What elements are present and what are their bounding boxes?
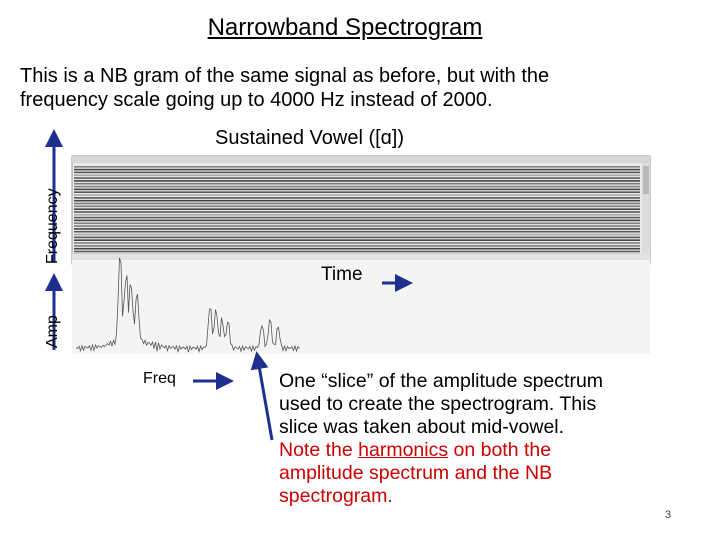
slice-description: One “slice” of the amplitude spectrum us… <box>279 370 699 508</box>
harmonic-band <box>74 197 640 199</box>
amp-axis-label: Amp <box>44 315 61 348</box>
harmonic-band <box>74 168 640 171</box>
harmonic-band <box>74 247 640 250</box>
harmonic-band <box>74 171 640 174</box>
harmonic-band <box>74 194 640 196</box>
desc-line-4-before: Note the <box>279 439 359 461</box>
desc-line-6: spectrogram. <box>279 485 393 507</box>
harmonic-band <box>74 174 640 177</box>
intro-line-1: This is a NB gram of the same signal as … <box>20 65 550 87</box>
harmonic-band <box>74 216 640 219</box>
harmonic-band <box>74 225 640 227</box>
harmonic-band <box>74 205 640 208</box>
harmonic-band <box>74 211 640 213</box>
harmonic-band <box>74 250 640 253</box>
desc-line-4-after: on both the <box>448 439 552 461</box>
slice-pointer-arrow <box>250 351 274 441</box>
freq-label: Freq <box>143 370 176 387</box>
intro-line-2: frequency scale going up to 4000 Hz inst… <box>20 89 493 111</box>
slide-title: Narrowband Spectrogram <box>207 14 483 41</box>
amplitude-spectrum-panel <box>72 254 650 354</box>
harmonic-band <box>74 177 640 179</box>
harmonic-band <box>74 214 640 216</box>
time-label: Time <box>321 264 363 285</box>
harmonic-band <box>74 182 640 185</box>
harmonic-band <box>74 188 640 191</box>
harmonics-link-text: harmonics <box>358 439 449 461</box>
harmonic-band <box>74 233 640 236</box>
harmonic-band <box>74 222 640 225</box>
harmonic-band <box>74 219 640 222</box>
harmonic-band <box>74 236 640 239</box>
harmonic-band <box>74 166 640 168</box>
frequency-axis-label: Frequency <box>44 188 61 264</box>
harmonic-band <box>74 191 640 193</box>
desc-line-2: used to create the spectrogram. This <box>279 393 597 415</box>
harmonic-band <box>74 239 640 241</box>
intro-text: This is a NB gram of the same signal as … <box>20 64 710 112</box>
desc-line-3: slice was taken about mid-vowel. <box>279 416 565 438</box>
harmonic-band <box>74 180 640 182</box>
harmonic-band <box>74 245 640 247</box>
harmonic-band <box>74 208 640 210</box>
desc-line-1: One “slice” of the amplitude spectrum <box>279 370 604 392</box>
harmonic-band <box>74 230 640 233</box>
harmonic-band <box>74 228 640 230</box>
amplitude-spectrum-trace <box>75 257 300 354</box>
desc-line-4: Note the harmonics on both the <box>279 439 699 462</box>
vowel-label: Sustained Vowel ([ɑ]) <box>215 127 404 149</box>
harmonic-band <box>74 202 640 205</box>
harmonic-band <box>74 242 640 244</box>
harmonic-band <box>74 185 640 188</box>
spectrogram-panel <box>71 155 651 265</box>
harmonic-band <box>74 199 640 202</box>
page-number: 3 <box>665 509 672 521</box>
desc-line-5: amplitude spectrum and the NB <box>279 462 553 484</box>
